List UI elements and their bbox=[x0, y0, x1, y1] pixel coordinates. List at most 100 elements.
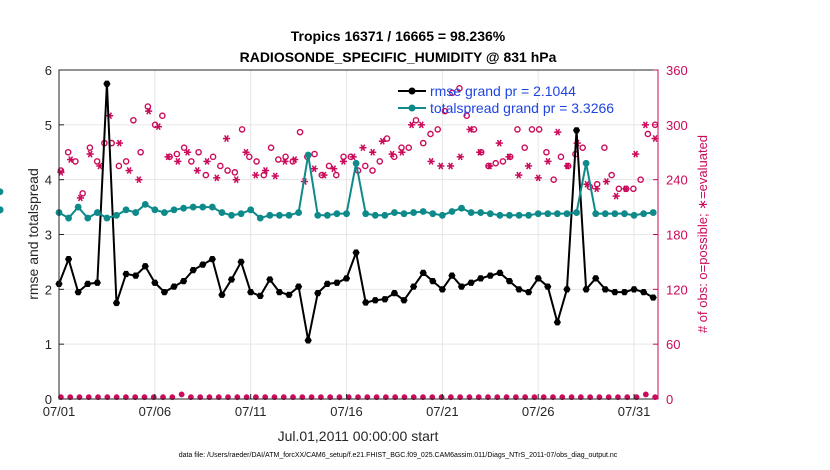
obs-evaluated-stroke bbox=[321, 171, 327, 179]
obs-evaluated-stroke bbox=[584, 180, 590, 188]
obs-possible-marker bbox=[217, 162, 224, 170]
spread-point bbox=[525, 211, 533, 219]
y-tick-label-right: 120 bbox=[666, 282, 688, 297]
obs-evaluated-stroke bbox=[331, 165, 337, 173]
obs-evaluated-stroke bbox=[204, 157, 210, 165]
obs-bottom-marker bbox=[392, 394, 399, 401]
obs-evaluated-stroke bbox=[457, 153, 463, 161]
obs-possible-marker bbox=[159, 112, 166, 119]
obs-possible-marker bbox=[202, 171, 210, 179]
rmse-point bbox=[323, 280, 331, 287]
obs-possible-marker bbox=[514, 126, 521, 133]
rmse-point bbox=[237, 258, 245, 266]
obs-possible-marker bbox=[275, 156, 282, 163]
obs-evaluated-stroke bbox=[97, 162, 103, 170]
obs-evaluated-marker bbox=[320, 171, 328, 179]
rmse-point bbox=[544, 283, 552, 290]
rmse-point bbox=[630, 286, 638, 293]
spread-point bbox=[228, 211, 235, 219]
obs-bottom-marker bbox=[132, 394, 139, 401]
obs-bottom-marker bbox=[123, 394, 129, 401]
spread-point bbox=[630, 211, 638, 219]
obs-bottom-marker bbox=[596, 394, 603, 401]
obs-possible-marker bbox=[115, 162, 123, 170]
obs-possible-marker bbox=[130, 116, 137, 124]
spread-point bbox=[611, 210, 619, 218]
obs-bottom-marker bbox=[540, 394, 547, 401]
obs-evaluated-marker bbox=[369, 148, 377, 156]
obs-possible-marker bbox=[93, 158, 101, 165]
obs-bottom-marker bbox=[187, 394, 194, 401]
obs-bottom-marker bbox=[299, 394, 306, 401]
obs-evaluated-marker bbox=[222, 135, 231, 143]
obs-possible-marker bbox=[644, 130, 652, 138]
x-tick-label: 07/21 bbox=[426, 404, 459, 419]
obs-bottom-marker bbox=[457, 394, 464, 401]
obs-possible-marker bbox=[579, 144, 586, 151]
obs-possible-marker bbox=[499, 158, 507, 165]
spread-point bbox=[304, 151, 312, 159]
obs-evaluated-stroke bbox=[360, 144, 366, 152]
y-tick-label: 6 bbox=[45, 63, 52, 78]
rmse-point bbox=[141, 263, 149, 270]
rmse-point bbox=[304, 337, 312, 344]
spread-point bbox=[323, 211, 331, 219]
obs-evaluated-marker bbox=[359, 144, 367, 152]
obs-bottom-marker bbox=[243, 394, 250, 401]
obs-evaluated-marker bbox=[476, 148, 484, 156]
spread-point bbox=[448, 208, 456, 215]
obs-evaluated-marker bbox=[427, 157, 435, 165]
obs-possible-marker bbox=[311, 150, 318, 158]
rmse-point bbox=[611, 288, 619, 296]
obs-bottom-marker bbox=[355, 394, 361, 401]
obs-evaluated-stroke bbox=[477, 148, 483, 156]
obs-bottom-marker bbox=[475, 394, 482, 401]
spread-point bbox=[563, 210, 571, 218]
rmse-point bbox=[151, 279, 159, 286]
obs-evaluated-marker bbox=[446, 162, 455, 170]
obs-possible-marker bbox=[637, 176, 644, 183]
obs-evaluated-stroke bbox=[545, 157, 551, 165]
obs-evaluated-stroke bbox=[77, 194, 83, 202]
spread-point bbox=[218, 209, 226, 216]
obs-evaluated-marker bbox=[252, 171, 260, 179]
obs-evaluated-marker bbox=[213, 174, 221, 182]
obs-evaluated-stroke bbox=[389, 150, 395, 158]
obs-evaluated-stroke bbox=[185, 148, 191, 156]
obs-bottom-marker bbox=[262, 394, 269, 401]
obs-evaluated-stroke bbox=[448, 162, 454, 170]
obs-evaluated-marker bbox=[612, 192, 620, 200]
obs-bottom-marker bbox=[429, 394, 436, 401]
legend-marker-spread bbox=[408, 104, 416, 112]
rmse-point bbox=[199, 261, 207, 268]
spread-point bbox=[314, 211, 322, 219]
obs-bottom-marker bbox=[605, 394, 612, 401]
spread-point bbox=[343, 210, 350, 218]
obs-evaluated-stroke bbox=[642, 121, 648, 129]
obs-evaluated-stroke bbox=[233, 176, 239, 184]
obs-possible-marker bbox=[448, 89, 456, 97]
obs-bottom-marker bbox=[577, 394, 584, 401]
rmse-point bbox=[582, 286, 590, 293]
spread-point bbox=[208, 203, 216, 211]
spread-point bbox=[553, 210, 561, 218]
rmse-point bbox=[525, 288, 533, 296]
obs-bottom-marker bbox=[336, 394, 343, 401]
obs-bottom-marker bbox=[95, 394, 101, 401]
obs-bottom-marker bbox=[615, 394, 621, 401]
rmse-point bbox=[467, 279, 475, 286]
obs-possible-marker bbox=[608, 171, 615, 179]
spread-point bbox=[544, 210, 552, 218]
spread-point bbox=[266, 211, 274, 219]
obs-possible-marker bbox=[72, 158, 79, 165]
obs-evaluated-stroke bbox=[526, 162, 531, 170]
rmse-point bbox=[103, 80, 111, 87]
obs-evaluated-stroke bbox=[399, 148, 405, 156]
rmse-point bbox=[218, 291, 226, 298]
obs-evaluated-stroke bbox=[496, 139, 502, 147]
obs-possible-marker bbox=[79, 190, 86, 197]
obs-possible-marker bbox=[340, 153, 347, 161]
rmse-point bbox=[419, 269, 427, 277]
obs-bottom-marker bbox=[206, 394, 213, 401]
obs-bottom-marker bbox=[104, 394, 111, 401]
